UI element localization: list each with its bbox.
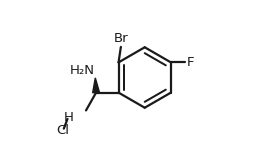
Text: H₂N: H₂N	[69, 64, 95, 77]
Text: Cl: Cl	[56, 124, 69, 137]
Text: Br: Br	[114, 32, 128, 45]
Text: H: H	[64, 111, 74, 124]
Polygon shape	[93, 78, 100, 93]
Text: F: F	[187, 56, 194, 69]
